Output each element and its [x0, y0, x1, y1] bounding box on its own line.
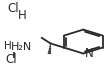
Text: H₂N: H₂N [11, 42, 32, 52]
Text: Cl: Cl [7, 2, 19, 15]
Text: N: N [84, 47, 92, 60]
Text: H: H [17, 9, 26, 22]
Text: Cl: Cl [5, 53, 17, 66]
Text: H: H [4, 41, 12, 51]
